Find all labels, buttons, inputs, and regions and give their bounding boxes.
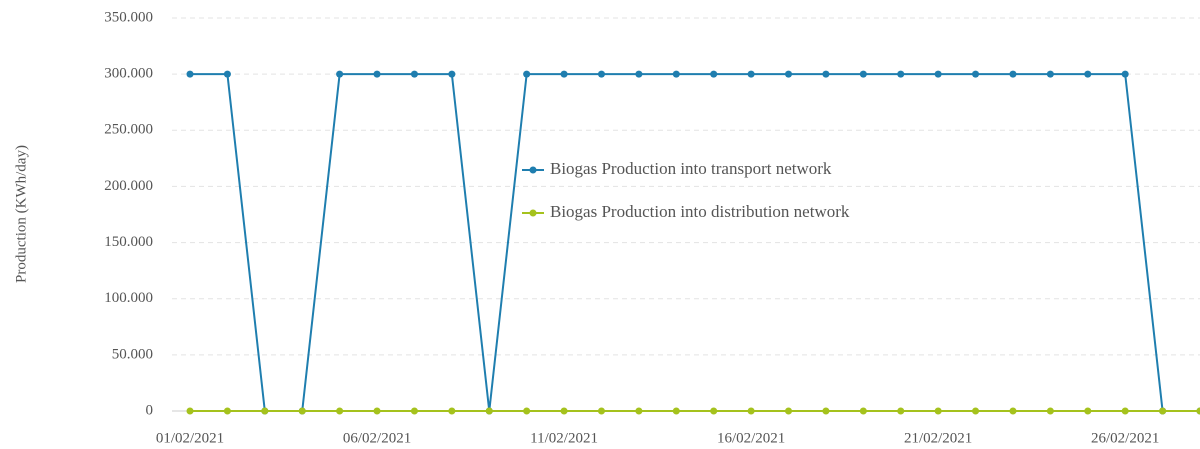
data-point [710, 70, 718, 78]
data-point [972, 70, 980, 78]
data-point [485, 407, 493, 415]
data-point [934, 70, 942, 78]
data-point [186, 407, 194, 415]
data-point [822, 407, 830, 415]
data-point [897, 407, 905, 415]
data-point [373, 70, 381, 78]
data-point [822, 70, 830, 78]
data-point [1121, 70, 1129, 78]
data-point [223, 407, 231, 415]
legend-marker [529, 166, 537, 174]
series-line [190, 73, 1200, 412]
data-point [972, 407, 980, 415]
data-point [410, 407, 418, 415]
data-point [635, 407, 643, 415]
legend-marker [529, 209, 537, 217]
y-tick-label: 50.000 [112, 346, 153, 362]
data-point [672, 70, 680, 78]
x-tick-label: 06/02/2021 [343, 430, 411, 446]
x-tick-label: 16/02/2021 [717, 430, 785, 446]
data-point [672, 407, 680, 415]
data-point [1159, 407, 1167, 415]
y-tick-label: 300.000 [104, 66, 153, 82]
data-point [1046, 407, 1054, 415]
data-point [1046, 70, 1054, 78]
data-point [448, 70, 456, 78]
data-point [523, 70, 531, 78]
y-tick-label: 100.000 [104, 290, 153, 306]
data-point [747, 70, 755, 78]
legend-label: Biogas Production into distribution netw… [550, 202, 850, 221]
data-point [710, 407, 718, 415]
y-tick-label: 350.000 [104, 9, 153, 25]
x-tick-label: 01/02/2021 [156, 430, 224, 446]
data-point [410, 70, 418, 78]
x-tick-label: 21/02/2021 [904, 430, 972, 446]
data-point [298, 407, 306, 415]
data-point [261, 407, 269, 415]
y-tick-label: 200.000 [104, 178, 153, 194]
data-point [635, 70, 643, 78]
data-point [336, 407, 344, 415]
y-tick-label: 250.000 [104, 122, 153, 138]
data-point [1009, 70, 1017, 78]
y-axis-label: Production (KWh/day) [13, 145, 29, 283]
x-tick-label: 11/02/2021 [530, 430, 598, 446]
data-point [859, 407, 867, 415]
data-point [223, 70, 231, 78]
y-tick-label: 150.000 [104, 234, 153, 250]
data-point [597, 70, 605, 78]
data-point [373, 407, 381, 415]
data-point [448, 407, 456, 415]
data-point [1196, 407, 1200, 415]
data-point [597, 407, 605, 415]
data-point [859, 70, 867, 78]
data-point [560, 407, 568, 415]
data-point [785, 407, 793, 415]
data-point [560, 70, 568, 78]
y-tick-label: 0 [146, 402, 154, 418]
x-tick-label: 26/02/2021 [1091, 430, 1159, 446]
data-point [1009, 407, 1017, 415]
data-point [1084, 407, 1092, 415]
data-point [897, 70, 905, 78]
data-point [186, 70, 194, 78]
data-point [747, 407, 755, 415]
data-point [1084, 70, 1092, 78]
data-point [523, 407, 531, 415]
data-point [785, 70, 793, 78]
data-point [1121, 407, 1129, 415]
data-point [934, 407, 942, 415]
legend-label: Biogas Production into transport network [550, 159, 832, 178]
data-point [336, 70, 344, 78]
